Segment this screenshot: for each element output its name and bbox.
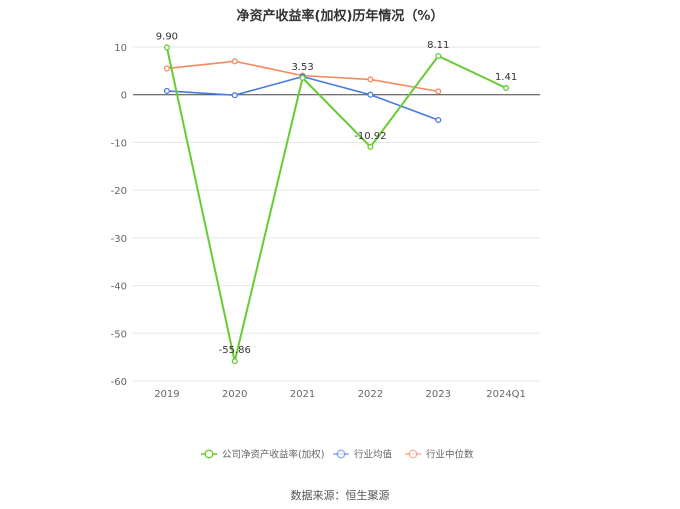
- y-tick-label: -30: [111, 234, 127, 245]
- legend-item[interactable]: 公司净资产收益率(加权): [201, 449, 324, 461]
- data-point: [231, 92, 238, 99]
- legend-label: 行业均值: [354, 449, 393, 461]
- data-point: [163, 87, 170, 94]
- legend-item[interactable]: 行业中位数: [405, 449, 474, 461]
- data-point: [435, 116, 442, 124]
- x-tick-label: 2024Q1: [486, 389, 526, 400]
- x-tick-label: 2021: [290, 389, 315, 400]
- data-point: [435, 88, 442, 95]
- series-line: [166, 75, 439, 121]
- legend-label: 行业中位数: [426, 449, 474, 461]
- legend-item[interactable]: 行业均值: [333, 449, 393, 461]
- data-point: [367, 91, 374, 98]
- y-tick-label: -20: [111, 186, 127, 197]
- data-point: [231, 58, 238, 65]
- legend-marker-icon: [204, 449, 214, 459]
- y-axis: 10 0 -10 -20 -30 -40 -50 -60: [111, 43, 127, 388]
- data-label: -55.86: [219, 345, 251, 356]
- data-label: 1.41: [495, 72, 517, 83]
- legend-label: 公司净资产收益率(加权): [222, 449, 324, 461]
- data-label: -10.92: [354, 131, 386, 142]
- data-labels: 9.90 -55.86 3.53 -10.92 8.11 1.41: [156, 31, 517, 356]
- y-tick-label: -10: [111, 138, 127, 149]
- y-tick-label: -50: [111, 329, 127, 340]
- y-tick-label: 0: [121, 91, 127, 102]
- data-point: [163, 65, 170, 72]
- legend-marker-icon: [336, 449, 346, 459]
- data-label: 8.11: [427, 40, 449, 51]
- data-point: [435, 52, 442, 60]
- legend-marker-icon: [408, 449, 418, 459]
- data-point: [231, 358, 238, 365]
- data-point: [299, 74, 306, 81]
- legend: 公司净资产收益率(加权) 行业均值 行业中位数: [201, 449, 474, 461]
- data-label: 9.90: [156, 31, 178, 42]
- data-point: [163, 44, 170, 51]
- x-tick-label: 2019: [154, 389, 179, 400]
- y-tick-label: 10: [114, 43, 127, 54]
- x-tick-label: 2020: [222, 389, 247, 400]
- y-tick-label: -60: [111, 377, 127, 388]
- series-layer: [163, 44, 510, 365]
- x-axis: 2019 2020 2021 2022 2023 2024Q1: [154, 389, 526, 400]
- data-point: [503, 84, 510, 92]
- data-point: [367, 143, 374, 150]
- data-point: [367, 76, 374, 83]
- grid-lines: [133, 46, 540, 382]
- series-line: [165, 47, 507, 362]
- data-label: 3.53: [291, 62, 313, 73]
- data-source: 数据来源：恒生聚源: [290, 489, 390, 502]
- y-tick-label: -40: [111, 282, 127, 293]
- chart-title: 净资产收益率(加权)历年情况（%）: [236, 9, 444, 24]
- x-tick-label: 2023: [426, 389, 451, 400]
- x-tick-label: 2022: [358, 389, 383, 400]
